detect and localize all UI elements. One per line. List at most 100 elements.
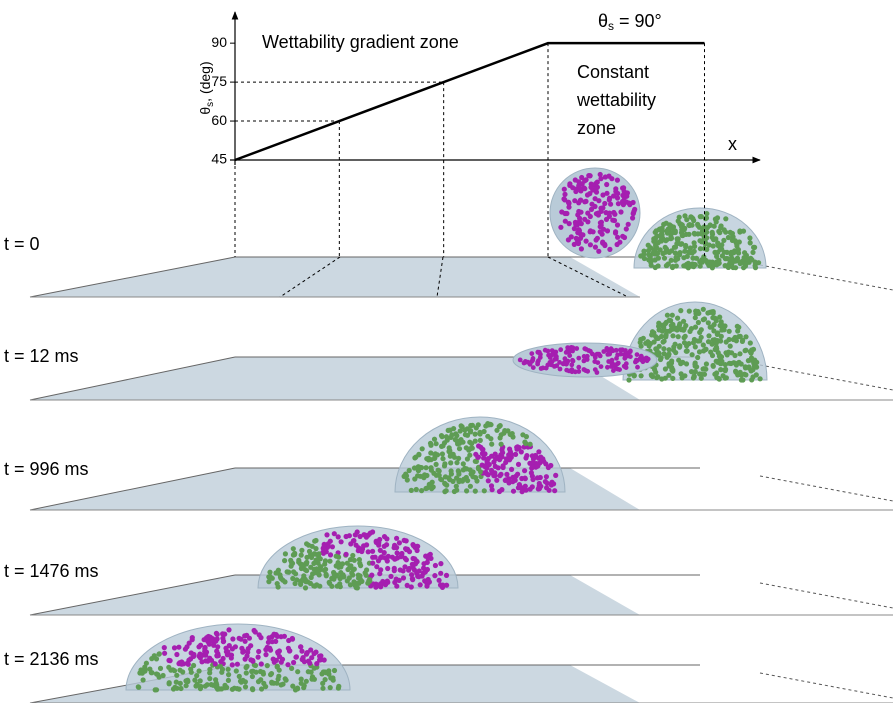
particle (474, 478, 479, 483)
particle (750, 250, 755, 255)
particle (369, 573, 374, 578)
particle (282, 558, 287, 563)
particle (434, 441, 439, 446)
particle (275, 664, 280, 669)
particle (689, 369, 694, 374)
particle (593, 196, 598, 201)
particle (605, 365, 610, 370)
particle (719, 223, 724, 228)
particle (161, 673, 166, 678)
particle (291, 660, 296, 665)
particle (432, 437, 437, 442)
particle (423, 554, 428, 559)
particle (736, 325, 741, 330)
particle (179, 659, 184, 664)
particle (612, 212, 617, 217)
particle (576, 369, 581, 374)
particle (386, 554, 391, 559)
particle (562, 192, 567, 197)
particle (558, 225, 563, 230)
particle (538, 455, 543, 460)
particle (330, 675, 335, 680)
particle (678, 308, 683, 313)
particle (178, 686, 183, 691)
particle (467, 440, 472, 445)
particle (529, 351, 534, 356)
figure: t = 0t = 12 mst = 996 mst = 1476 mst = 2… (0, 0, 893, 703)
particle (267, 570, 272, 575)
particle (734, 243, 739, 248)
particle (332, 531, 337, 536)
particle (727, 329, 732, 334)
substrate (30, 257, 640, 297)
time-label: t = 1476 ms (4, 561, 99, 581)
particle (363, 570, 368, 575)
particle (530, 477, 535, 482)
particle (670, 333, 675, 338)
particle (330, 544, 335, 549)
particle (615, 235, 620, 240)
particle (194, 673, 199, 678)
particle (675, 316, 680, 321)
particle (141, 677, 146, 682)
particle (310, 571, 315, 576)
particle (357, 573, 362, 578)
particle (437, 473, 442, 478)
particle (285, 662, 290, 667)
particle (368, 531, 373, 536)
particle (573, 222, 578, 227)
particle (220, 631, 225, 636)
particle (364, 542, 369, 547)
particle (355, 529, 360, 534)
particle (490, 487, 495, 492)
particle (695, 355, 700, 360)
particle (682, 213, 687, 218)
particle (409, 488, 414, 493)
particle (606, 174, 611, 179)
particle (669, 258, 674, 263)
particle (699, 231, 704, 236)
particle (440, 456, 445, 461)
particle (294, 654, 299, 659)
particle (585, 354, 590, 359)
particle (748, 340, 753, 345)
particle (710, 232, 715, 237)
particle (715, 250, 720, 255)
annotation: zone (577, 118, 616, 138)
particle (444, 573, 449, 578)
particle (421, 475, 426, 480)
particle (592, 359, 597, 364)
particle (553, 473, 558, 478)
particle (670, 264, 675, 269)
particle (669, 365, 674, 370)
particle (417, 568, 422, 573)
particle (702, 372, 707, 377)
particle (726, 265, 731, 270)
particle (737, 351, 742, 356)
particle (689, 326, 694, 331)
particle (682, 340, 687, 345)
particle (750, 374, 755, 379)
particle (191, 654, 196, 659)
particle (299, 553, 304, 558)
particle (662, 256, 667, 261)
y-tick-label: 60 (211, 112, 227, 128)
particle (435, 452, 440, 457)
particle (701, 307, 706, 312)
particle (749, 349, 754, 354)
particle (562, 361, 567, 366)
particle (578, 231, 583, 236)
particle (518, 358, 523, 363)
particle (474, 425, 479, 430)
particle (701, 317, 706, 322)
particle (653, 334, 658, 339)
particle (712, 322, 717, 327)
particle (313, 546, 318, 551)
particle (657, 327, 662, 332)
particle (715, 330, 720, 335)
particle (513, 452, 518, 457)
particle (272, 660, 277, 665)
particle (724, 256, 729, 261)
particle (570, 185, 575, 190)
particle (598, 176, 603, 181)
